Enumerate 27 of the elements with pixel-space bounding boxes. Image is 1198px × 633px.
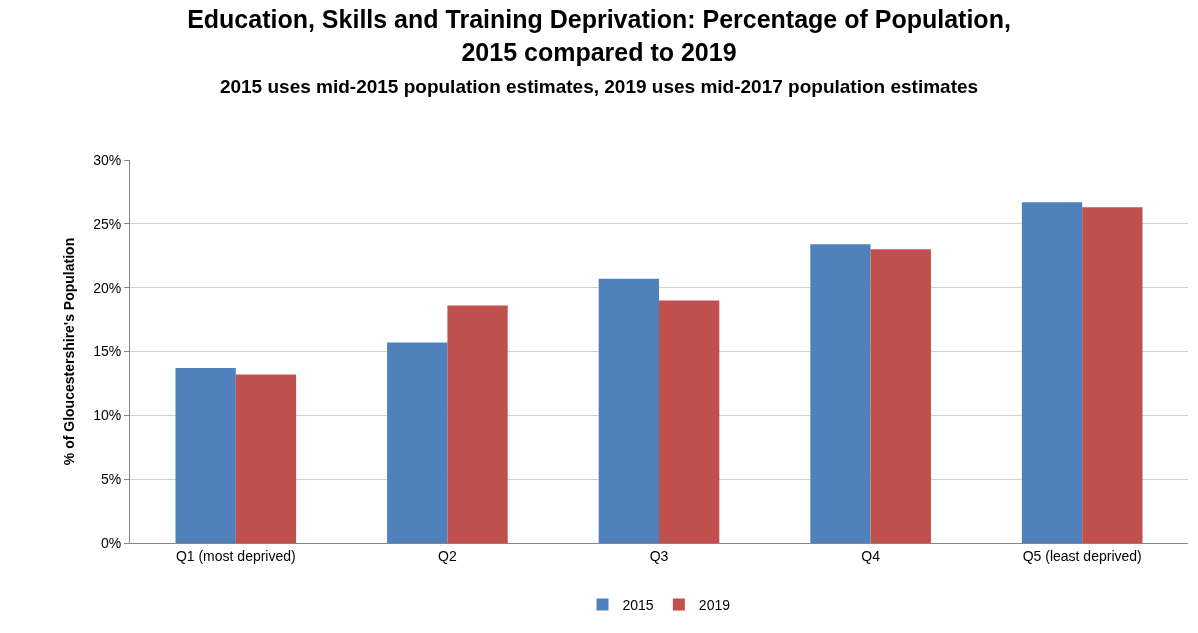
bar bbox=[387, 342, 448, 543]
y-tick-label: 30% bbox=[93, 151, 122, 168]
bar bbox=[598, 278, 659, 543]
legend-label: 2015 bbox=[622, 597, 654, 614]
chart-subtitle: 2015 uses mid-2015 population estimates, 2019 uses mid-2017 population estimates bbox=[219, 76, 979, 98]
legend-label: 2019 bbox=[698, 597, 731, 614]
y-tick-label: 25% bbox=[93, 215, 122, 232]
y-tick-label: 15% bbox=[93, 343, 122, 360]
x-tick-label: Q3 bbox=[649, 547, 669, 564]
bar bbox=[870, 249, 931, 543]
x-tick-label: Q4 bbox=[861, 547, 881, 564]
bar bbox=[659, 300, 720, 543]
bar bbox=[1021, 202, 1083, 543]
y-tick-label: 20% bbox=[93, 279, 122, 296]
y-tick-label: 10% bbox=[93, 407, 122, 424]
bar bbox=[810, 244, 871, 543]
x-tick-label: Q1 (most deprived) bbox=[175, 547, 296, 564]
x-tick-label: Q5 (least deprived) bbox=[1022, 547, 1142, 564]
bar bbox=[235, 374, 297, 543]
bar bbox=[447, 305, 508, 543]
x-tick-label: Q2 bbox=[438, 547, 457, 564]
y-tick-label: 0% bbox=[100, 534, 122, 551]
bar bbox=[1082, 207, 1143, 543]
y-axis-title: % of Gloucestershire's Population bbox=[60, 237, 77, 466]
chart-title: Education, Skills and Training Deprivation: Percentage of Population, 2015 compared to 2019 bbox=[187, 5, 1011, 66]
bar bbox=[175, 368, 236, 543]
y-tick-label: 5% bbox=[100, 471, 122, 488]
